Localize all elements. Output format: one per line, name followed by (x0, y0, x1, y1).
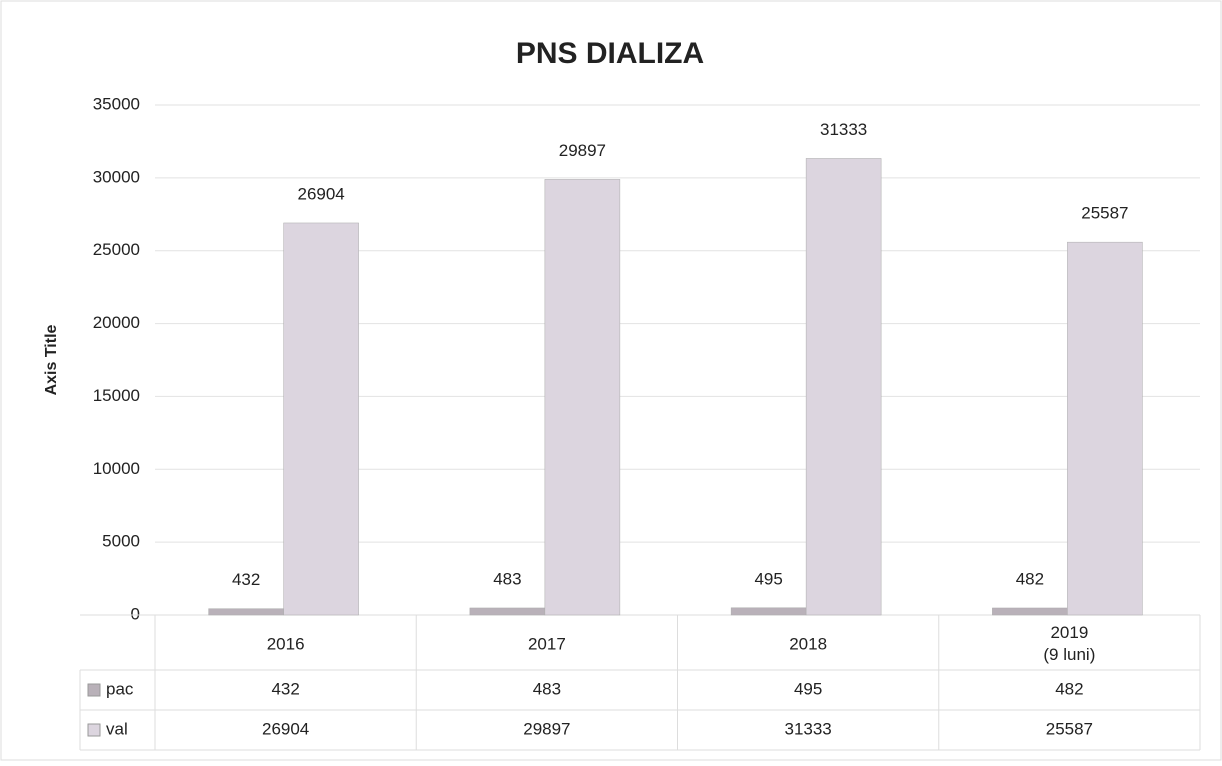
y-tick-label: 30000 (93, 167, 140, 186)
data-label: 29897 (559, 141, 606, 160)
x-tick-label: 2017 (528, 634, 566, 653)
x-tick-label: 2019 (9 luni) (1043, 623, 1095, 664)
table-cell: 31333 (784, 719, 831, 738)
table-cell: 483 (533, 679, 561, 698)
data-label: 483 (493, 569, 521, 588)
y-tick-label: 15000 (93, 386, 140, 405)
table-cell: 29897 (523, 719, 570, 738)
table-cell: 495 (794, 679, 822, 698)
data-label: 482 (1016, 569, 1044, 588)
y-axis-title: Axis Title (43, 324, 60, 395)
bar (469, 607, 546, 616)
x-tick-label: 2016 (267, 634, 305, 653)
legend-key (87, 683, 101, 697)
bar (1067, 241, 1143, 616)
bar (992, 607, 1068, 616)
data-label: 432 (232, 570, 260, 589)
data-label: 31333 (820, 120, 867, 139)
table-cell: 26904 (262, 719, 309, 738)
table-cell: 25587 (1046, 719, 1093, 738)
y-tick-label: 25000 (93, 240, 140, 259)
x-tick-label: 2018 (789, 634, 827, 653)
y-tick-label: 5000 (102, 532, 140, 551)
data-label: 495 (754, 569, 782, 588)
y-tick-label: 20000 (93, 313, 140, 332)
table-cell: 432 (271, 679, 299, 698)
bar (805, 158, 882, 616)
data-label: 26904 (297, 184, 344, 203)
table-cell: 482 (1055, 679, 1083, 698)
y-tick-label: 10000 (93, 459, 140, 478)
bar (283, 222, 359, 616)
y-tick-label: 0 (131, 604, 140, 623)
data-label: 25587 (1081, 204, 1128, 223)
legend-label: val (106, 719, 128, 738)
chart-title: PNS DIALIZA (516, 37, 704, 70)
bar (730, 607, 807, 616)
legend-label: pac (106, 679, 134, 698)
bar (544, 179, 621, 616)
bar (208, 608, 284, 616)
legend-key (87, 723, 101, 737)
y-tick-label: 35000 (93, 94, 140, 113)
